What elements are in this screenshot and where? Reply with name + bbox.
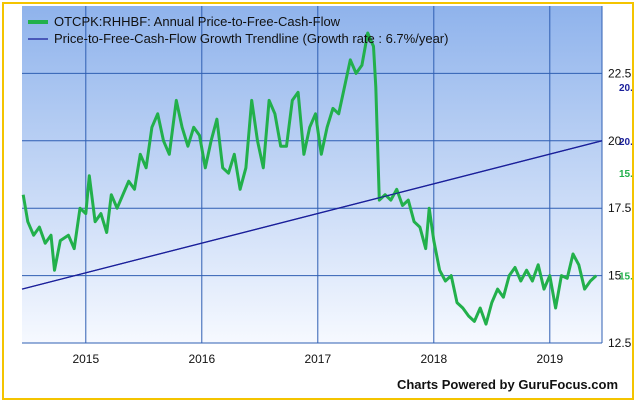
- y-axis-ticks: 12.5 15 17.5 20 22.5: [608, 66, 632, 350]
- price-to-fcf-chart: 2015 2016 2017 2018 2019 12.5 15 17.5 20 22.5 20…: [21, 6, 632, 366]
- series-group: [21, 31, 603, 326]
- legend-label: Price-to-Free-Cash-Flow Growth Trendline…: [54, 31, 448, 46]
- y-tick-label: 12.5: [608, 336, 632, 350]
- y-tick-label: 15: [608, 269, 622, 283]
- trendline-series-overlay: [21, 140, 603, 290]
- right-annotation-label: 15.0: [619, 169, 632, 180]
- x-axis-ticks: 2015 2016 2017 2018 2019: [72, 352, 563, 366]
- plot-area-background: [22, 6, 602, 343]
- y-tick-label: 20: [608, 134, 622, 148]
- right-annotation-label: 15.0: [619, 272, 632, 283]
- x-tick-label: 2016: [188, 352, 215, 366]
- y-tick-label: 17.5: [608, 201, 632, 215]
- y-tick-label: 22.5: [608, 66, 632, 80]
- x-tick-label: 2017: [304, 352, 331, 366]
- powered-by-text: Charts Powered by GuruFocus.com: [396, 377, 618, 392]
- chart-frame: 2015 2016 2017 2018 2019 12.5 15 17.5 20 22.5 20…: [2, 2, 634, 400]
- price-to-fcf-series: [21, 31, 598, 326]
- legend-label: OTCPK:RHHBF: Annual Price-to-Free-Cash-F…: [54, 14, 341, 29]
- x-tick-label: 2019: [536, 352, 563, 366]
- x-tick-label: 2018: [420, 352, 447, 366]
- x-tick-label: 2015: [72, 352, 99, 366]
- right-annotations: 20.0 20.0 15.0 15.0: [619, 83, 632, 283]
- right-annotation-label: 20.0: [619, 83, 632, 94]
- legend: OTCPK:RHHBF: Annual Price-to-Free-Cash-F…: [28, 14, 448, 46]
- right-annotation-label: 20.0: [619, 137, 632, 148]
